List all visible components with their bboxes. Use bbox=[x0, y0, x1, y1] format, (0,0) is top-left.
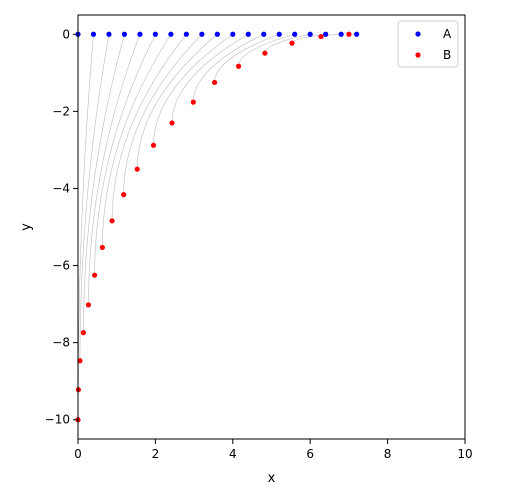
y-axis: 0 −2 −4 −6 −8 −10 bbox=[45, 27, 78, 427]
point-B bbox=[134, 166, 140, 172]
connector-line bbox=[214, 33, 280, 83]
point-B bbox=[190, 99, 196, 105]
point-B bbox=[85, 302, 92, 308]
connector-line bbox=[123, 34, 203, 195]
x-tick-label: 0 bbox=[74, 447, 82, 461]
x-axis-label: x bbox=[268, 471, 276, 486]
plot-area-frame bbox=[77, 14, 466, 440]
point-B bbox=[80, 330, 87, 336]
point-B bbox=[99, 244, 105, 251]
y-tick-label: −10 bbox=[45, 413, 70, 427]
connector-line bbox=[193, 34, 264, 103]
connector-line bbox=[83, 34, 125, 333]
point-B bbox=[212, 79, 218, 86]
x-tick-label: 10 bbox=[457, 447, 472, 461]
connector-line bbox=[238, 33, 295, 67]
y-tick-label: −8 bbox=[52, 336, 70, 350]
point-B bbox=[77, 358, 83, 364]
connector-line bbox=[94, 34, 156, 276]
point-B bbox=[169, 120, 175, 126]
connector-line bbox=[78, 34, 94, 390]
x-tick-label: 4 bbox=[229, 447, 237, 461]
connector-line bbox=[136, 34, 218, 170]
point-A bbox=[292, 31, 298, 37]
point-A bbox=[230, 31, 236, 37]
x-tick-label: 6 bbox=[306, 447, 314, 461]
legend-frame bbox=[397, 20, 459, 68]
x-tick-label: 8 bbox=[384, 447, 392, 461]
x-axis: 0 2 4 6 8 10 bbox=[74, 439, 473, 461]
point-A bbox=[214, 31, 220, 37]
connector-line bbox=[171, 34, 249, 123]
point-A bbox=[199, 31, 205, 37]
point-A bbox=[307, 31, 313, 37]
point-A bbox=[245, 31, 251, 37]
point-A bbox=[323, 31, 329, 37]
point-B bbox=[318, 33, 324, 40]
connector-lines bbox=[77, 33, 357, 420]
point-A bbox=[121, 31, 128, 37]
point-A bbox=[137, 31, 143, 37]
point-A bbox=[261, 31, 267, 37]
legend-label-B: B bbox=[443, 48, 451, 62]
connector-line bbox=[111, 34, 187, 221]
connector-line bbox=[153, 34, 233, 146]
y-tick-label: −2 bbox=[52, 104, 70, 118]
point-A bbox=[338, 31, 344, 37]
x-tick-label: 2 bbox=[152, 447, 160, 461]
point-A bbox=[354, 31, 360, 37]
point-B bbox=[150, 142, 157, 148]
point-A bbox=[168, 31, 174, 37]
legend-marker-A bbox=[415, 31, 421, 37]
y-tick-label: −4 bbox=[52, 181, 70, 195]
y-tick-label: 0 bbox=[62, 27, 70, 41]
point-B bbox=[109, 218, 115, 224]
point-A bbox=[90, 31, 97, 37]
connector-line bbox=[102, 34, 172, 248]
legend-label-A: A bbox=[443, 27, 452, 41]
series-points bbox=[75, 31, 360, 423]
point-B bbox=[346, 31, 352, 37]
point-B bbox=[289, 40, 295, 46]
point-B bbox=[92, 272, 98, 278]
connector-line bbox=[88, 34, 141, 305]
point-A bbox=[276, 31, 282, 37]
point-B bbox=[236, 63, 242, 69]
point-A bbox=[183, 31, 189, 37]
y-tick-label: −6 bbox=[52, 259, 70, 273]
legend: AB bbox=[397, 20, 459, 68]
connector-line bbox=[79, 34, 110, 361]
legend-marker-B bbox=[415, 52, 421, 58]
y-axis-label: y bbox=[19, 223, 34, 231]
point-A bbox=[106, 31, 112, 37]
point-B bbox=[262, 50, 268, 56]
point-A bbox=[152, 31, 158, 37]
point-B bbox=[121, 192, 127, 198]
